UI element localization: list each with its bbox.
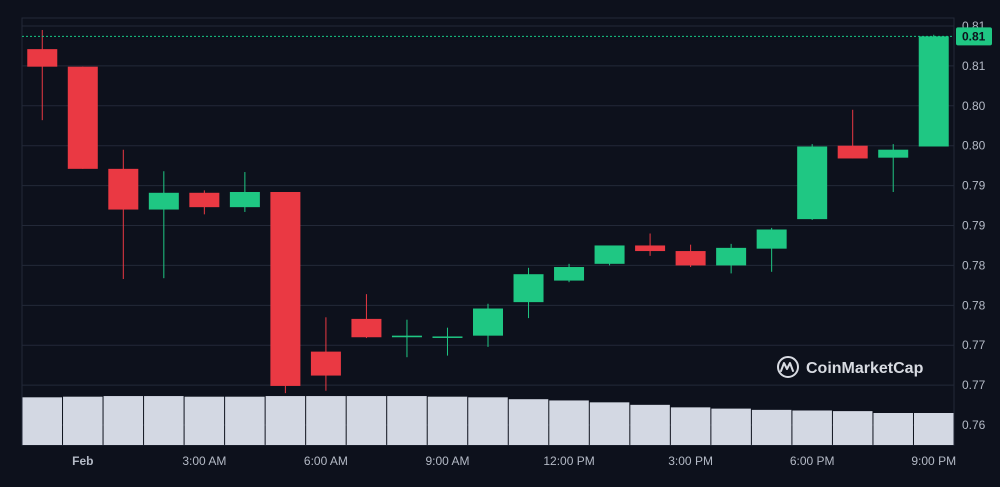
candle-body [675, 251, 706, 266]
volume-bar [346, 396, 387, 445]
candle-down [27, 29, 58, 121]
candle-body [837, 145, 868, 159]
candle-body [270, 191, 301, 386]
volume-bar [670, 407, 711, 445]
candle-down [108, 149, 139, 279]
candle-body [635, 245, 666, 252]
candle-body [432, 336, 463, 338]
candle-up [594, 245, 625, 266]
volume-bar [225, 396, 265, 445]
candle-down [189, 190, 220, 215]
candle-up [554, 263, 585, 283]
candle-body [108, 168, 139, 210]
y-tick-label: 0.79 [962, 179, 986, 193]
candle-up [148, 171, 179, 279]
volume-bar [508, 399, 549, 445]
coinmarketcap-watermark: CoinMarketCap [777, 356, 924, 378]
candle-up [878, 144, 909, 192]
last-price-badge: 0.81 [956, 27, 992, 46]
volume-bar [873, 413, 913, 445]
candle-up [716, 243, 747, 274]
candle-body [310, 351, 341, 376]
x-tick-label: 9:00 AM [425, 454, 469, 468]
x-tick-label: 3:00 AM [182, 454, 226, 468]
volume-bar [751, 409, 792, 445]
candle-up [513, 267, 544, 319]
candle-body [513, 274, 544, 303]
x-tick-label: 6:00 AM [304, 454, 348, 468]
x-tick-label: 6:00 PM [790, 454, 835, 468]
volume-bar [711, 408, 751, 445]
candle-body [391, 335, 422, 338]
candle-body [148, 192, 179, 210]
candle-body [918, 36, 949, 147]
volume-bar [913, 413, 954, 445]
volume-bar [468, 397, 508, 445]
y-tick-label: 0.81 [962, 59, 986, 73]
volume-bar [184, 396, 225, 445]
candle-body [797, 146, 828, 220]
candle-up [797, 144, 828, 220]
candle-down [837, 109, 868, 159]
y-tick-label: 0.78 [962, 298, 986, 312]
candle-up [229, 172, 260, 212]
y-tick-label: 0.77 [962, 378, 986, 392]
candle-body [351, 318, 382, 338]
x-tick-label: 3:00 PM [668, 454, 713, 468]
volume-bar [832, 411, 873, 445]
candle-body [594, 245, 625, 264]
volume-bar [630, 404, 670, 445]
candle-up [756, 227, 787, 272]
candle-down [351, 294, 382, 339]
candle-up [473, 303, 503, 347]
last-price-badge-bg [956, 27, 992, 46]
y-tick-label: 0.76 [962, 418, 986, 432]
candle-down [675, 244, 706, 268]
x-tick-label: Feb [72, 454, 93, 468]
candle-body [756, 229, 787, 249]
candle-body [473, 308, 503, 336]
y-tick-label: 0.79 [962, 219, 986, 233]
volume-bar [144, 396, 184, 445]
candle-up [432, 327, 463, 356]
candle-down [310, 317, 341, 391]
candle-body [229, 191, 260, 208]
candle-body [716, 247, 747, 266]
volume-bar [306, 396, 346, 445]
candles [27, 29, 949, 394]
volume-bar [63, 396, 103, 445]
volume-bar [387, 396, 427, 445]
candle-down [67, 66, 98, 169]
candle-body [554, 267, 585, 281]
volume-bar [589, 402, 630, 445]
candle-down [270, 191, 301, 394]
x-tick-label: 12:00 PM [543, 454, 594, 468]
candle-down [635, 233, 666, 256]
volume-bar [103, 396, 144, 445]
volume-bar [22, 397, 63, 445]
volume-bar [549, 400, 589, 445]
y-tick-label: 0.80 [962, 99, 986, 113]
candle-body [67, 66, 98, 169]
candle-body [27, 49, 58, 67]
volume-bars [22, 396, 954, 445]
candle-up [391, 319, 422, 358]
y-tick-label: 0.80 [962, 139, 986, 153]
watermark-text: CoinMarketCap [806, 360, 924, 377]
x-tick-label: 9:00 PM [911, 454, 956, 468]
candle-body [189, 192, 220, 208]
volume-bar [265, 396, 306, 445]
candle-body [878, 149, 909, 158]
volume-bar [792, 410, 832, 445]
last-price-badge-label: 0.81 [962, 29, 986, 43]
y-tick-label: 0.78 [962, 258, 986, 272]
x-axis-labels: Feb 3:00 AM 6:00 AM 9:00 AM 12:00 PM 3:00 PM 6… [72, 454, 956, 468]
candle-up [918, 34, 949, 147]
volume-bar [427, 396, 468, 445]
y-tick-label: 0.77 [962, 338, 986, 352]
coinmarketcap-logo-icon [777, 356, 799, 378]
